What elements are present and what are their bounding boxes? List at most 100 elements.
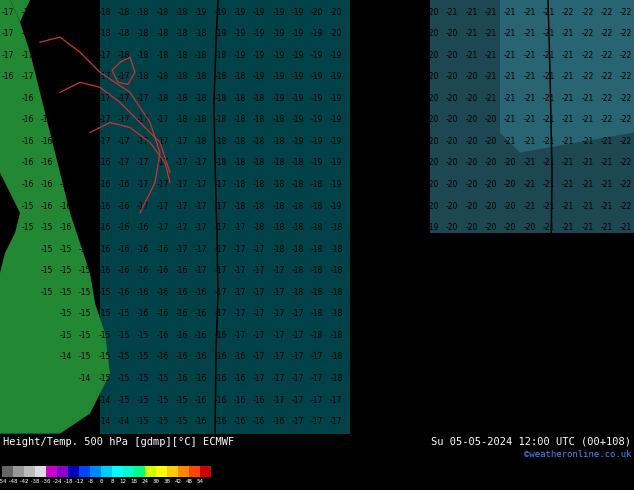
Text: -16: -16	[157, 245, 169, 254]
Text: -16: -16	[195, 288, 207, 297]
Text: -17: -17	[330, 417, 342, 426]
Text: -18: -18	[311, 309, 323, 318]
Text: -19: -19	[272, 72, 285, 81]
Text: -17: -17	[60, 50, 72, 60]
Text: -20: -20	[388, 94, 401, 103]
Text: -18: -18	[330, 331, 342, 340]
Text: -18: -18	[214, 115, 226, 124]
Text: -18: -18	[349, 309, 362, 318]
Text: -20: -20	[523, 223, 536, 232]
Text: -17: -17	[41, 72, 53, 81]
Text: -17: -17	[176, 137, 188, 146]
Text: -22: -22	[600, 72, 613, 81]
Text: -22: -22	[600, 115, 613, 124]
Text: Height/Temp. 500 hPa [gdmp][°C] ECMWF: Height/Temp. 500 hPa [gdmp][°C] ECMWF	[3, 437, 234, 447]
Text: -21: -21	[523, 94, 536, 103]
Text: 18: 18	[131, 479, 138, 484]
Text: -19: -19	[427, 245, 439, 254]
Text: -16: -16	[60, 137, 72, 146]
Text: -20: -20	[446, 137, 458, 146]
Text: -18: -18	[214, 137, 226, 146]
Text: -21: -21	[523, 158, 536, 168]
Text: -19: -19	[408, 352, 420, 362]
Text: -20: -20	[523, 266, 536, 275]
Text: -17: -17	[79, 72, 91, 81]
Text: -16: -16	[176, 288, 188, 297]
Text: -19: -19	[388, 223, 401, 232]
Text: -20: -20	[523, 309, 536, 318]
Text: -16: -16	[214, 374, 226, 383]
Text: -18: -18	[408, 395, 420, 405]
Text: -19: -19	[446, 417, 458, 426]
Text: -18: -18	[349, 245, 362, 254]
Text: -17: -17	[292, 309, 304, 318]
Text: -15: -15	[79, 309, 91, 318]
Text: -18: -18	[330, 309, 342, 318]
Text: -15: -15	[41, 223, 53, 232]
Text: -18: -18	[176, 72, 188, 81]
Text: -17: -17	[272, 374, 285, 383]
Text: -15: -15	[41, 266, 53, 275]
Text: -19: -19	[330, 50, 342, 60]
Text: -21: -21	[543, 50, 555, 60]
Text: -18: -18	[253, 115, 265, 124]
Text: -16: -16	[233, 352, 246, 362]
Text: -21: -21	[600, 223, 613, 232]
Text: -15: -15	[21, 201, 34, 211]
Text: -21: -21	[504, 94, 516, 103]
Text: -18: -18	[253, 201, 265, 211]
Bar	[156, 466, 167, 477]
Polygon shape	[430, 0, 634, 233]
Text: -16: -16	[98, 223, 111, 232]
Text: -19: -19	[408, 309, 420, 318]
Text: -19: -19	[292, 137, 304, 146]
Text: -17: -17	[157, 137, 169, 146]
Text: -20: -20	[504, 309, 516, 318]
Text: -20: -20	[408, 50, 420, 60]
Text: -18: -18	[98, 29, 111, 38]
Text: -16: -16	[214, 331, 226, 340]
Text: -20: -20	[446, 29, 458, 38]
Text: -21: -21	[562, 137, 574, 146]
Text: -22: -22	[620, 94, 632, 103]
Text: -21: -21	[620, 374, 632, 383]
Text: -16: -16	[98, 266, 111, 275]
Text: -19: -19	[388, 137, 401, 146]
Text: -20: -20	[408, 94, 420, 103]
Text: -20: -20	[349, 29, 362, 38]
Text: -19: -19	[408, 288, 420, 297]
Text: -16: -16	[214, 417, 226, 426]
Text: -15: -15	[79, 288, 91, 297]
Text: -15: -15	[118, 395, 130, 405]
Text: -22: -22	[581, 72, 593, 81]
Text: -17: -17	[2, 50, 14, 60]
Text: -20: -20	[504, 352, 516, 362]
Text: -20: -20	[523, 374, 536, 383]
Text: -19: -19	[388, 158, 401, 168]
Text: -19: -19	[446, 374, 458, 383]
Text: -18: -18	[253, 137, 265, 146]
Text: -16: -16	[21, 115, 34, 124]
Text: -17: -17	[214, 288, 226, 297]
Polygon shape	[500, 0, 634, 152]
Text: -20: -20	[523, 288, 536, 297]
Text: -15: -15	[98, 331, 111, 340]
Text: -18: -18	[233, 180, 246, 189]
Text: -21: -21	[523, 72, 536, 81]
Text: -17: -17	[253, 266, 265, 275]
Text: -21: -21	[620, 223, 632, 232]
Text: -16: -16	[98, 158, 111, 168]
Text: -17: -17	[176, 245, 188, 254]
Text: -15: -15	[79, 266, 91, 275]
Text: -18: -18	[214, 72, 226, 81]
Text: -19: -19	[311, 137, 323, 146]
Text: -20: -20	[369, 94, 381, 103]
Text: -18: -18	[311, 201, 323, 211]
Text: -19: -19	[427, 374, 439, 383]
Text: -21: -21	[562, 331, 574, 340]
Text: -17: -17	[233, 223, 246, 232]
Text: -19: -19	[484, 374, 497, 383]
Text: -17: -17	[137, 115, 150, 124]
Text: -21: -21	[600, 180, 613, 189]
Text: -16: -16	[60, 158, 72, 168]
